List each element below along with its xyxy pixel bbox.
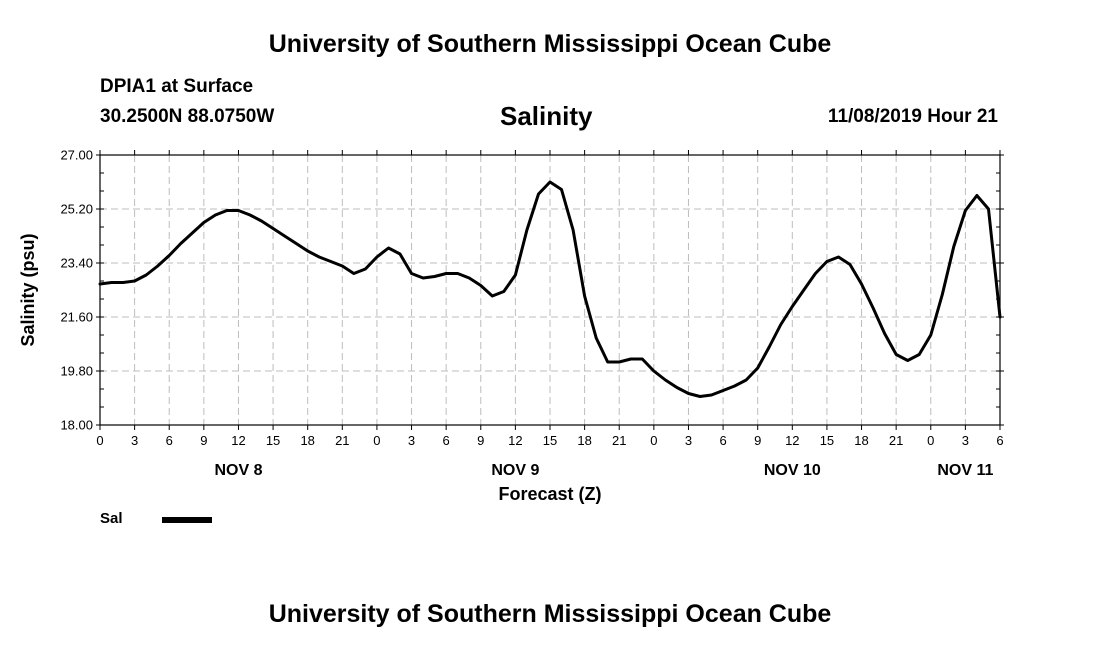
x-tick-label: 0	[650, 433, 657, 448]
series-line-sal	[98, 180, 1002, 398]
x-tick-label: 6	[719, 433, 726, 448]
station-name: DPIA1 at Surface	[100, 76, 254, 97]
day-label: NOV 10	[764, 462, 821, 479]
header-title: University of Southern Mississippi Ocean…	[268, 30, 832, 58]
x-tick-label: 6	[166, 433, 173, 448]
x-tick-label: 9	[754, 433, 761, 448]
y-tick-label: 19.80	[60, 364, 93, 379]
footer-title: University of Southern Mississippi Ocean…	[268, 600, 832, 628]
axis-ticks	[96, 150, 1004, 430]
plot-frame	[99, 154, 1001, 426]
forecast-datetime: 11/08/2019 Hour 21	[827, 106, 998, 127]
x-tick-label: 15	[266, 433, 280, 448]
y-tick-label: 25.20	[60, 202, 93, 217]
x-tick-label: 3	[131, 433, 138, 448]
x-tick-label: 3	[685, 433, 692, 448]
x-tick-label: 12	[231, 433, 245, 448]
x-tick-label: 6	[443, 433, 450, 448]
day-label: NOV 11	[937, 462, 993, 479]
x-axis-title: Forecast (Z)	[498, 484, 601, 504]
chart-title: Salinity	[500, 101, 593, 131]
y-tick-label: 23.40	[60, 256, 93, 271]
legend-line-swatch	[162, 517, 212, 523]
x-tick-label: 18	[577, 433, 591, 448]
x-tick-label: 21	[612, 433, 626, 448]
x-tick-label: 3	[408, 433, 415, 448]
x-tick-label: 0	[927, 433, 934, 448]
series-layer	[98, 180, 1002, 398]
station-coordinates: 30.2500N 88.0750W	[100, 106, 275, 127]
x-tick-label: 9	[477, 433, 484, 448]
y-tick-label: 21.60	[60, 310, 93, 325]
axis-labels: 18.00 19.80 21.60 23.40 25.20 27.00 0 3 6 9 12 15 18…	[18, 148, 1004, 505]
x-tick-label: 21	[335, 433, 349, 448]
x-tick-label: 21	[889, 433, 903, 448]
x-tick-label: 18	[300, 433, 314, 448]
x-tick-label: 18	[854, 433, 868, 448]
y-tick-label: 18.00	[60, 418, 93, 433]
x-tick-label: 0	[373, 433, 380, 448]
x-tick-label: 3	[962, 433, 969, 448]
x-tick-label: 0	[96, 433, 103, 448]
x-tick-label: 9	[200, 433, 207, 448]
day-label: NOV 8	[214, 462, 262, 479]
x-tick-label: 6	[996, 433, 1003, 448]
x-tick-label: 15	[820, 433, 834, 448]
day-label: NOV 9	[491, 462, 539, 479]
y-tick-label: 27.00	[60, 148, 93, 163]
y-axis-title: Salinity (psu)	[18, 233, 38, 346]
x-tick-label: 12	[508, 433, 522, 448]
x-tick-label: 15	[543, 433, 557, 448]
x-tick-label: 12	[785, 433, 799, 448]
legend-label: Sal	[100, 510, 123, 527]
